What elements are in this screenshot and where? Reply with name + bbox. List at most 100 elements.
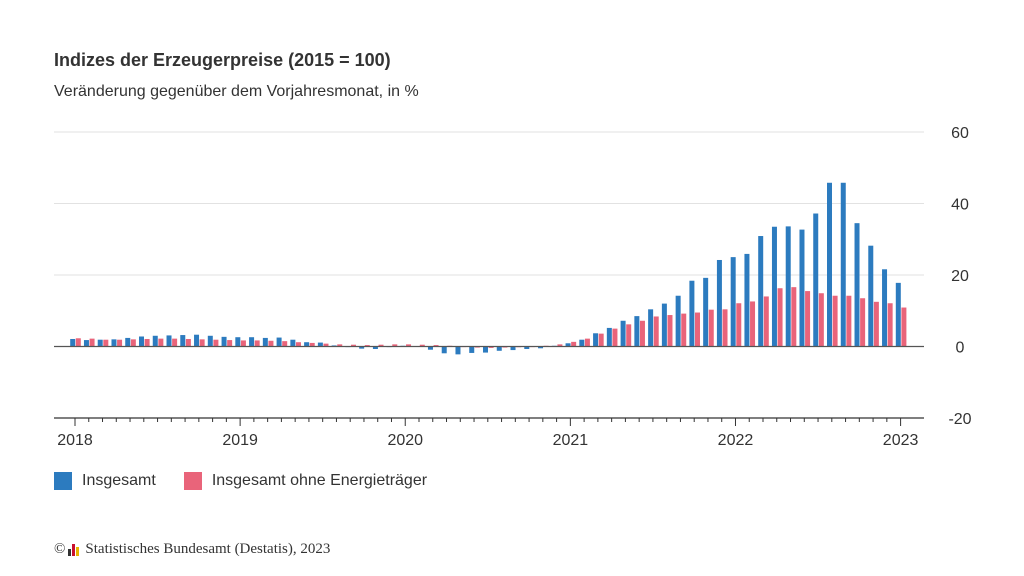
source-text: Statistisches Bundesamt (Destatis), 2023 (85, 541, 331, 557)
bar (557, 344, 563, 347)
chart-subtitle: Veränderung gegenüber dem Vorjahresmonat… (54, 83, 419, 100)
bar (901, 307, 907, 347)
bar (337, 344, 343, 347)
legend: Insgesamt Insgesamt ohne Energieträger (54, 472, 455, 490)
bar (750, 301, 756, 347)
bar (392, 344, 398, 347)
legend-swatch-insgesamt (54, 472, 72, 490)
bar (158, 338, 164, 347)
bar (689, 280, 695, 347)
legend-item-ohne-energie[interactable]: Insgesamt ohne Energieträger (183, 472, 428, 490)
bar (295, 342, 301, 347)
bar (199, 339, 205, 347)
bar (598, 333, 604, 347)
bar (372, 346, 378, 350)
bar (207, 335, 213, 347)
bar (364, 345, 370, 347)
bar (584, 338, 590, 347)
bar (144, 338, 150, 347)
bar (681, 313, 687, 347)
bar (860, 298, 866, 347)
bar (813, 213, 819, 347)
bar (744, 253, 750, 347)
bar (854, 223, 860, 347)
y-tick-label: -20 (948, 411, 971, 428)
bar (227, 340, 233, 347)
bar (716, 259, 722, 347)
copyright-symbol: © (54, 541, 66, 557)
bar (268, 340, 274, 347)
bar (70, 338, 76, 347)
bar (667, 315, 673, 347)
bar (97, 339, 103, 347)
bar (455, 346, 461, 355)
bar (304, 342, 310, 347)
bar (785, 226, 791, 347)
bar (166, 335, 172, 347)
bar (240, 340, 246, 347)
source-footer: © Statistisches Bundesamt (Destatis), 20… (54, 541, 330, 558)
bar (887, 303, 893, 347)
chart-title: Indizes der Erzeugerpreise (2015 = 100) (54, 50, 391, 70)
bar (235, 337, 241, 347)
bar (249, 337, 255, 347)
bar (117, 339, 123, 347)
bar (111, 339, 117, 347)
bar (483, 346, 488, 353)
y-tick-label: 0 (956, 340, 965, 357)
bar (323, 343, 329, 347)
bar (832, 295, 838, 347)
bar (125, 337, 131, 347)
bar (722, 309, 728, 347)
legend-item-insgesamt[interactable]: Insgesamt (54, 472, 156, 490)
bar (89, 338, 95, 347)
bar (427, 346, 433, 350)
destatis-logo-icon (68, 543, 80, 556)
bar (317, 342, 323, 347)
bar (309, 342, 315, 347)
bar (282, 341, 288, 347)
bar (818, 293, 824, 347)
bar (675, 295, 681, 347)
bar (254, 340, 260, 347)
bar (180, 335, 186, 347)
bar (593, 333, 599, 347)
bar (488, 346, 494, 348)
bar (648, 309, 654, 347)
bar (579, 339, 585, 347)
bar (359, 346, 365, 349)
bar (661, 303, 667, 347)
bar (777, 288, 783, 347)
bar (538, 346, 544, 349)
x-tick-label: 2019 (222, 432, 258, 449)
bar (612, 328, 618, 347)
bar (75, 338, 81, 347)
bar (703, 277, 709, 347)
bar (763, 296, 769, 347)
bar (469, 346, 475, 353)
bar (791, 287, 797, 347)
bar (565, 343, 571, 347)
legend-label-ohne-energie: Insgesamt ohne Energieträger (211, 472, 428, 489)
bar (262, 337, 268, 347)
bar (524, 346, 530, 350)
x-tick-label: 2020 (387, 432, 423, 449)
bar (496, 346, 502, 351)
bar (290, 339, 296, 347)
bar (868, 245, 874, 347)
bar (626, 324, 632, 347)
bar (130, 339, 136, 347)
bar (799, 229, 805, 347)
bar (276, 337, 282, 347)
bar (639, 320, 645, 347)
bar (882, 269, 888, 347)
bar (194, 334, 200, 347)
bar (433, 345, 439, 347)
bar (771, 226, 777, 347)
bar (152, 335, 158, 347)
bar (213, 339, 219, 347)
bar (510, 346, 516, 351)
bar (846, 295, 852, 347)
bar (83, 340, 89, 347)
bar (840, 182, 846, 347)
